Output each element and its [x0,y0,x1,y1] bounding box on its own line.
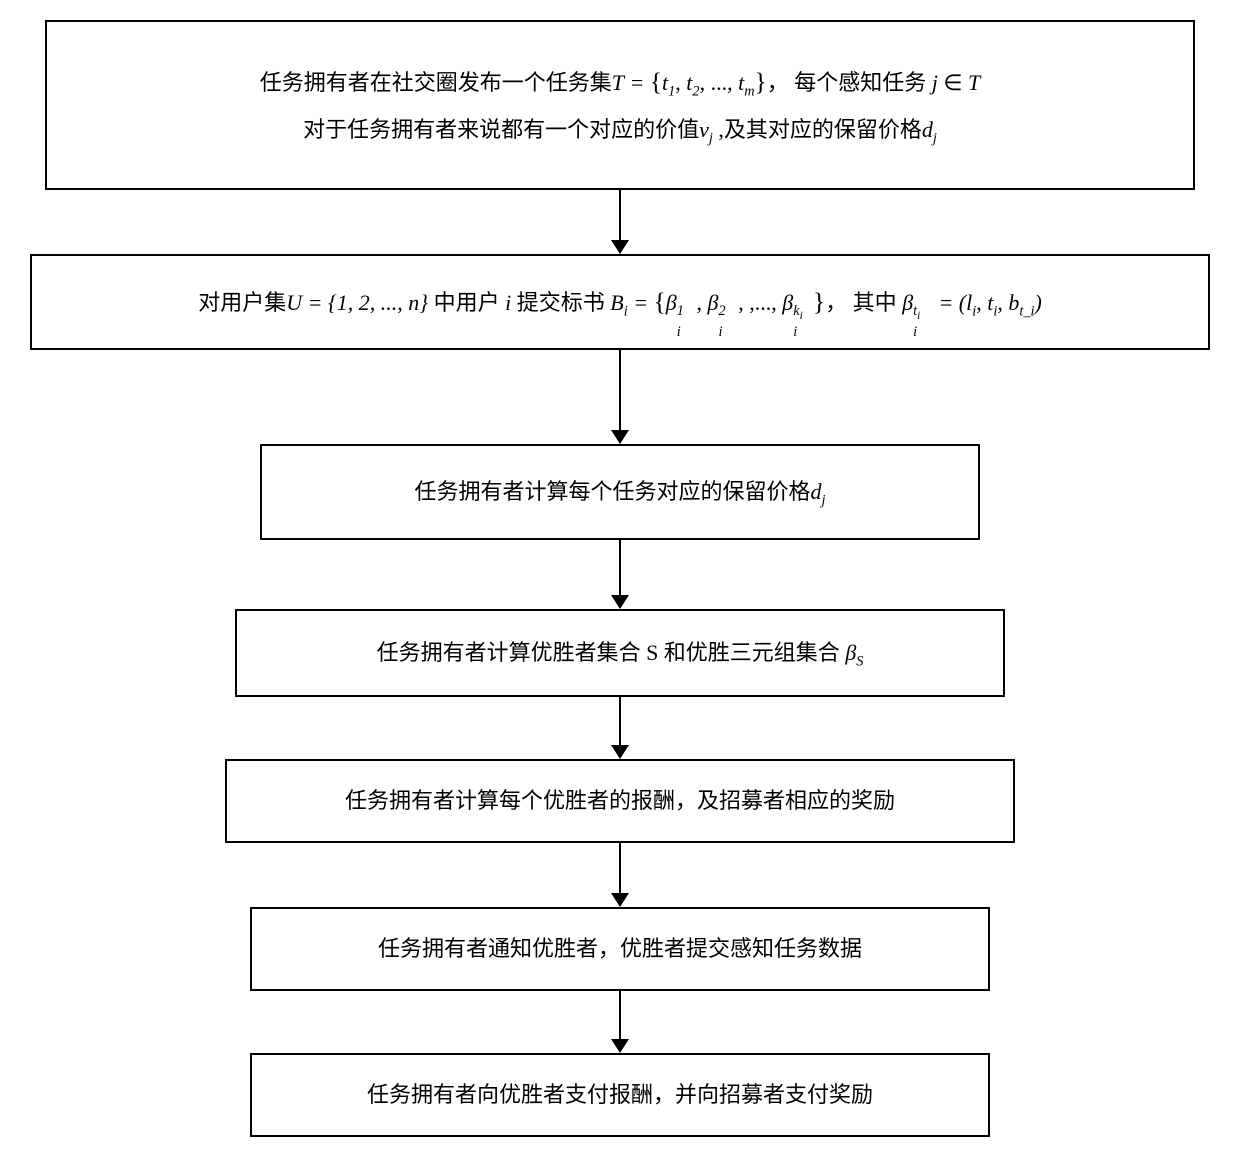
flowchart-arrow [611,190,629,254]
flowchart-node-2: 对用户集U = {1, 2, ..., n} 中用户 i 提交标书 Bi = {… [30,254,1210,350]
node-text-line: 任务拥有者在社交圈发布一个任务集T = {t1, t2, ..., tm}， 每… [260,57,981,108]
flowchart-arrow [611,350,629,444]
flowchart-node-6: 任务拥有者通知优胜者，优胜者提交感知任务数据 [250,907,990,991]
flowchart-arrow [611,991,629,1053]
flowchart-arrow [611,697,629,759]
node-text-line: 对用户集U = {1, 2, ..., n} 中用户 i 提交标书 Bi = {… [198,277,1042,328]
flowchart-node-5: 任务拥有者计算每个优胜者的报酬，及招募者相应的奖励 [225,759,1015,843]
node-text-line: 任务拥有者计算优胜者集合 S 和优胜三元组集合 βS [377,631,864,676]
node-text-line: 对于任务拥有者来说都有一个对应的价值vj ,及其对应的保留价格dj [260,108,981,153]
node-text-line: 任务拥有者计算每个任务对应的保留价格dj [415,470,826,515]
flowchart-node-3: 任务拥有者计算每个任务对应的保留价格dj [260,444,980,540]
node-text-line: 任务拥有者向优胜者支付报酬，并向招募者支付奖励 [367,1073,873,1117]
flowchart-node-7: 任务拥有者向优胜者支付报酬，并向招募者支付奖励 [250,1053,990,1137]
flowchart-arrow [611,843,629,907]
flowchart-node-4: 任务拥有者计算优胜者集合 S 和优胜三元组集合 βS [235,609,1005,697]
node-text-line: 任务拥有者计算每个优胜者的报酬，及招募者相应的奖励 [345,779,895,823]
flowchart-root: 任务拥有者在社交圈发布一个任务集T = {t1, t2, ..., tm}， 每… [30,20,1210,1137]
node-text-line: 任务拥有者通知优胜者，优胜者提交感知任务数据 [378,927,862,971]
flowchart-arrow [611,540,629,609]
flowchart-node-1: 任务拥有者在社交圈发布一个任务集T = {t1, t2, ..., tm}， 每… [45,20,1195,190]
